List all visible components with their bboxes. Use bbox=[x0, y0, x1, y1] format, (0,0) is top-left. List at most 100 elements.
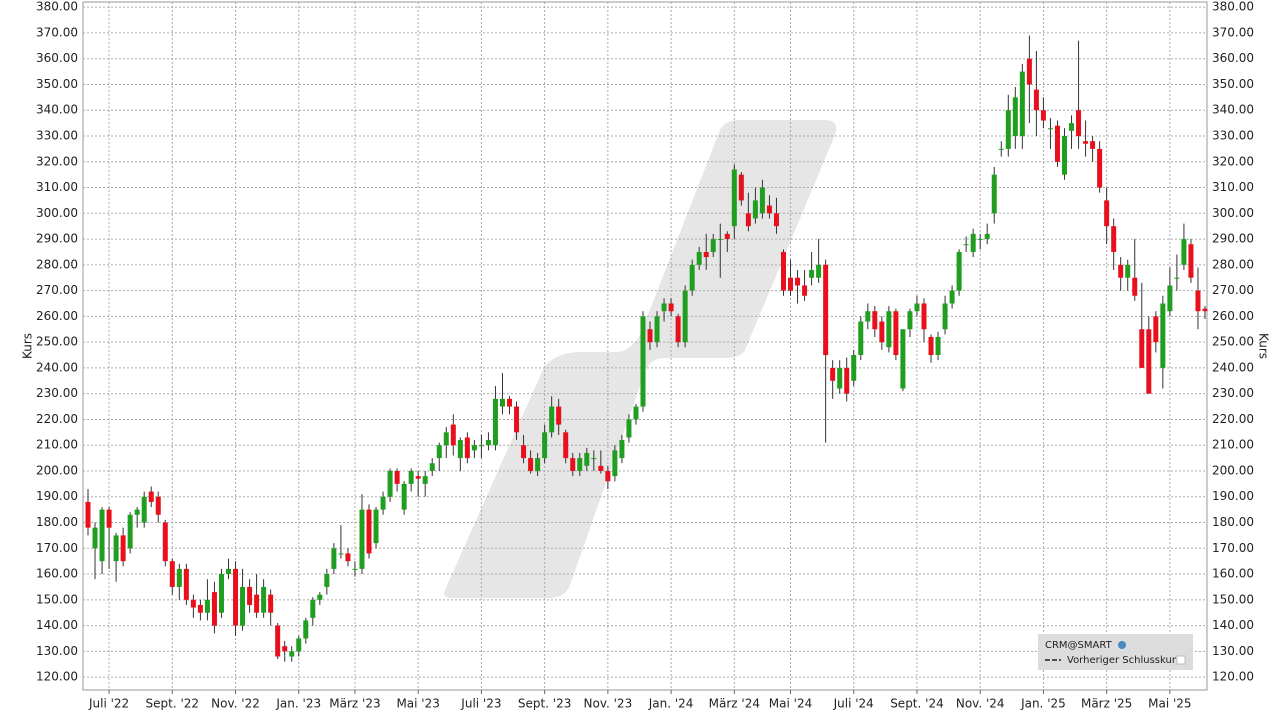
candle-body bbox=[1012, 97, 1018, 136]
candle-body bbox=[127, 514, 133, 549]
candle-body bbox=[134, 509, 140, 515]
candle-body bbox=[984, 233, 990, 240]
candle-body bbox=[429, 463, 435, 471]
candle-body bbox=[998, 148, 1004, 150]
legend bbox=[1038, 634, 1193, 670]
candle-body bbox=[577, 458, 583, 471]
candle-body bbox=[359, 509, 365, 569]
y2-tick-label: 170.00 bbox=[1212, 541, 1254, 555]
x-tick-label: Jan. '25 bbox=[1020, 697, 1066, 711]
candle-body bbox=[1005, 110, 1011, 149]
legend-item[interactable]: CRM@SMART bbox=[1045, 640, 1113, 651]
candle-body bbox=[921, 303, 927, 330]
candle-body bbox=[345, 553, 351, 562]
candle-body bbox=[92, 527, 98, 549]
candle-body bbox=[1111, 226, 1117, 252]
y2-tick-label: 350.00 bbox=[1212, 77, 1254, 91]
candle-body bbox=[289, 651, 295, 657]
candle-body bbox=[886, 311, 892, 348]
candle-body bbox=[942, 303, 948, 330]
x-tick-label: Juli '24 bbox=[833, 697, 874, 711]
candle-body bbox=[970, 233, 976, 252]
candle-body bbox=[1125, 264, 1131, 278]
x-tick-label: Sept. '22 bbox=[146, 697, 200, 711]
y2-tick-label: 290.00 bbox=[1212, 232, 1254, 246]
candle-body bbox=[422, 476, 428, 484]
candle-body bbox=[387, 470, 393, 497]
candle-body bbox=[85, 501, 91, 528]
candle-body bbox=[1061, 135, 1067, 175]
candle-body bbox=[795, 277, 801, 286]
candle-body bbox=[907, 311, 913, 330]
candle-body bbox=[535, 458, 541, 471]
candle-body bbox=[633, 406, 639, 420]
candle-body bbox=[773, 213, 779, 227]
y2-tick-label: 120.00 bbox=[1212, 670, 1254, 684]
candle-body bbox=[991, 174, 997, 214]
x-tick-label: Mai '25 bbox=[1148, 697, 1191, 711]
x-tick-label: Nov. '24 bbox=[956, 697, 1005, 711]
candle-body bbox=[226, 568, 232, 575]
y-tick-label: 340.00 bbox=[36, 103, 78, 117]
candle-body bbox=[900, 329, 906, 389]
candle-body bbox=[605, 470, 611, 482]
candle-body bbox=[591, 458, 597, 460]
candle-body bbox=[935, 336, 941, 356]
candle-body bbox=[373, 509, 379, 544]
candle-body bbox=[696, 251, 702, 265]
candle-body bbox=[443, 432, 449, 446]
y2-tick-label: 200.00 bbox=[1212, 463, 1254, 477]
candle-body bbox=[401, 483, 407, 510]
candle-body bbox=[1047, 128, 1053, 130]
candle-body bbox=[788, 277, 794, 291]
x-tick-label: Sept. '24 bbox=[890, 697, 944, 711]
y2-tick-label: 370.00 bbox=[1212, 25, 1254, 39]
candle-body bbox=[394, 470, 400, 484]
y2-tick-label: 320.00 bbox=[1212, 154, 1254, 168]
candle-body bbox=[928, 336, 934, 356]
candle-body bbox=[275, 625, 281, 657]
y2-tick-label: 190.00 bbox=[1212, 489, 1254, 503]
candle-body bbox=[1167, 285, 1173, 312]
candle-body bbox=[549, 406, 555, 433]
candle-body bbox=[844, 367, 850, 394]
candle-body bbox=[802, 285, 808, 296]
candle-body bbox=[682, 290, 688, 343]
candle-body bbox=[282, 646, 288, 652]
y2-tick-label: 230.00 bbox=[1212, 386, 1254, 400]
candle-body bbox=[654, 316, 660, 343]
candle-body bbox=[162, 522, 168, 562]
candle-body bbox=[823, 264, 829, 356]
candle-body bbox=[352, 568, 358, 570]
candle-body bbox=[197, 604, 203, 613]
y-tick-label: 280.00 bbox=[36, 257, 78, 271]
candle-body bbox=[1054, 125, 1060, 162]
candle-body bbox=[450, 424, 456, 446]
x-tick-label: Nov. '22 bbox=[211, 697, 260, 711]
candle-body bbox=[626, 419, 632, 438]
candle-body bbox=[317, 594, 323, 600]
y-tick-label: 150.00 bbox=[36, 592, 78, 606]
y-tick-label: 300.00 bbox=[36, 206, 78, 220]
candle-body bbox=[233, 568, 239, 626]
candle-body bbox=[1040, 110, 1046, 121]
candle-body bbox=[879, 321, 885, 343]
legend-checkbox[interactable] bbox=[1176, 655, 1186, 665]
candle-body bbox=[521, 445, 527, 459]
candle-body bbox=[1026, 58, 1032, 85]
candle-body bbox=[724, 233, 730, 240]
x-tick-label: Mai '24 bbox=[769, 697, 812, 711]
y2-tick-label: 380.00 bbox=[1212, 0, 1254, 14]
x-tick-label: Jan. '23 bbox=[275, 697, 321, 711]
candle-body bbox=[310, 599, 316, 618]
candle-body bbox=[619, 440, 625, 459]
legend-icon bbox=[1118, 641, 1126, 649]
candles bbox=[85, 35, 1208, 662]
candle-body bbox=[471, 445, 477, 451]
candle-body bbox=[865, 311, 871, 322]
candle-body bbox=[598, 465, 604, 471]
y2-tick-label: 240.00 bbox=[1212, 360, 1254, 374]
legend-item[interactable]: Vorheriger Schlusskurs bbox=[1067, 655, 1181, 666]
y-tick-label: 220.00 bbox=[36, 412, 78, 426]
